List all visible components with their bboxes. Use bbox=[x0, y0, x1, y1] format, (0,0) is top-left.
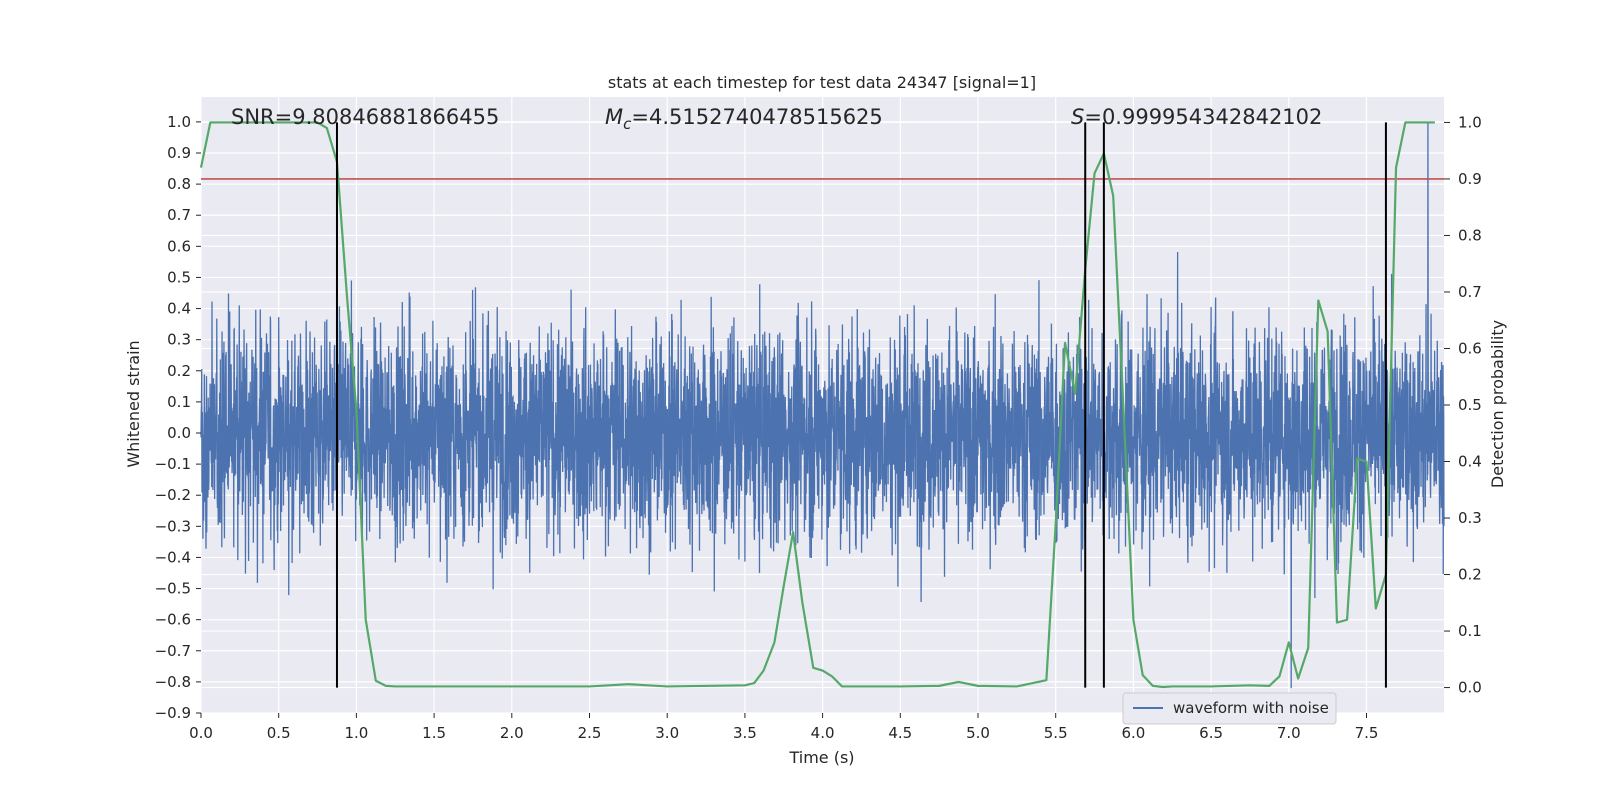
waveform-line bbox=[200, 121, 1445, 689]
y2-tick-label: 0.3 bbox=[1458, 509, 1482, 527]
x-tick-label: 0.5 bbox=[267, 724, 291, 742]
y2-tick-label: 0.7 bbox=[1458, 283, 1482, 301]
y-tick-label: 0.0 bbox=[167, 424, 191, 442]
y-tick-label: −0.4 bbox=[155, 548, 191, 566]
y2-tick-label: 0.2 bbox=[1458, 566, 1482, 584]
x-tick-label: 4.0 bbox=[811, 724, 835, 742]
chirp-mass-value: =4.5152740478515625 bbox=[631, 105, 882, 129]
y-tick-label: −0.7 bbox=[155, 642, 191, 660]
x-tick-label: 5.0 bbox=[966, 724, 990, 742]
series-detection-probability bbox=[199, 121, 1435, 689]
x-axis: 0.0 0.5 1.0 1.5 2.0 2.5 3.0 3.5 4.0 4.5 5.0 5.5 6.0 6… bbox=[189, 713, 1378, 742]
score-symbol: S bbox=[1071, 105, 1084, 129]
legend-label: waveform with noise bbox=[1173, 699, 1329, 717]
y-tick-label: 0.4 bbox=[167, 300, 191, 318]
chirp-mass-symbol: M bbox=[605, 105, 623, 129]
x-tick-label: 2.5 bbox=[578, 724, 602, 742]
x-tick-label: 7.5 bbox=[1355, 724, 1379, 742]
y-tick-label: 0.3 bbox=[167, 331, 191, 349]
y-tick-label: 0.8 bbox=[167, 175, 191, 193]
y2-tick-label: 0.9 bbox=[1458, 170, 1482, 188]
chirp-mass-subscript: c bbox=[623, 115, 632, 133]
probability-line bbox=[199, 121, 1435, 689]
y-axis-right: 1.0 0.9 0.8 0.7 0.6 0.5 0.4 0.3 0.2 0.1 0.0 bbox=[1444, 113, 1482, 697]
event-lines bbox=[335, 122, 1387, 688]
x-tick-label: 7.0 bbox=[1277, 724, 1301, 742]
x-tick-label: 2.0 bbox=[500, 724, 524, 742]
y2-axis-title: Detection probability bbox=[1488, 320, 1507, 488]
x-tick-label: 3.5 bbox=[733, 724, 757, 742]
score-value: =0.999954342842102 bbox=[1084, 105, 1322, 129]
legend: waveform with noise bbox=[1122, 692, 1337, 725]
y-tick-label: −0.6 bbox=[155, 611, 191, 629]
x-tick-label: 3.0 bbox=[655, 724, 679, 742]
x-tick-label: 5.5 bbox=[1044, 724, 1068, 742]
y-tick-label: −0.1 bbox=[155, 455, 191, 473]
y2-tick-label: 0.8 bbox=[1458, 226, 1482, 244]
y-tick-label: 0.7 bbox=[167, 206, 191, 224]
series-waveform-with-noise bbox=[200, 121, 1445, 689]
snr-annotation: SNR=9.80846881866455 bbox=[231, 105, 499, 129]
x-tick-label: 6.0 bbox=[1121, 724, 1145, 742]
x-tick-label: 1.5 bbox=[422, 724, 446, 742]
x-tick-label: 6.5 bbox=[1199, 724, 1223, 742]
y2-tick-label: 0.4 bbox=[1458, 453, 1482, 471]
y-tick-label: −0.2 bbox=[155, 486, 191, 504]
y-tick-label: 0.1 bbox=[167, 393, 191, 411]
y2-tick-label: 0.5 bbox=[1458, 396, 1482, 414]
x-tick-label: 1.0 bbox=[344, 724, 368, 742]
y2-tick-label: 1.0 bbox=[1458, 113, 1482, 131]
x-tick-label: 0.0 bbox=[189, 724, 213, 742]
legend-box bbox=[1122, 692, 1337, 725]
y-tick-label: 0.5 bbox=[167, 268, 191, 286]
y-tick-label: −0.8 bbox=[155, 673, 191, 691]
y-tick-label: 0.6 bbox=[167, 237, 191, 255]
y-tick-label: 0.2 bbox=[167, 362, 191, 380]
y2-tick-label: 0.6 bbox=[1458, 339, 1482, 357]
score-annotation: S=0.999954342842102 bbox=[1071, 105, 1322, 129]
y2-tick-label: 0.1 bbox=[1458, 622, 1482, 640]
y-tick-label: 1.0 bbox=[167, 113, 191, 131]
y-tick-label: −0.5 bbox=[155, 580, 191, 598]
y-axis-title: Whitened strain bbox=[124, 340, 143, 467]
y-axis-left: 1.0 0.9 0.8 0.7 0.6 0.5 0.4 0.3 0.2 0.1 0.0 −0.1 −0.… bbox=[155, 113, 201, 722]
chart-title: stats at each timestep for test data 243… bbox=[608, 73, 1036, 92]
x-axis-title: Time (s) bbox=[788, 748, 854, 767]
x-tick-label: 4.5 bbox=[888, 724, 912, 742]
y2-tick-label: 0.0 bbox=[1458, 679, 1482, 697]
chirp-mass-annotation: Mc=4.5152740478515625 bbox=[605, 105, 883, 133]
y-tick-label: −0.9 bbox=[155, 704, 191, 722]
y-tick-label: 0.9 bbox=[167, 144, 191, 162]
y-tick-label: −0.3 bbox=[155, 517, 191, 535]
